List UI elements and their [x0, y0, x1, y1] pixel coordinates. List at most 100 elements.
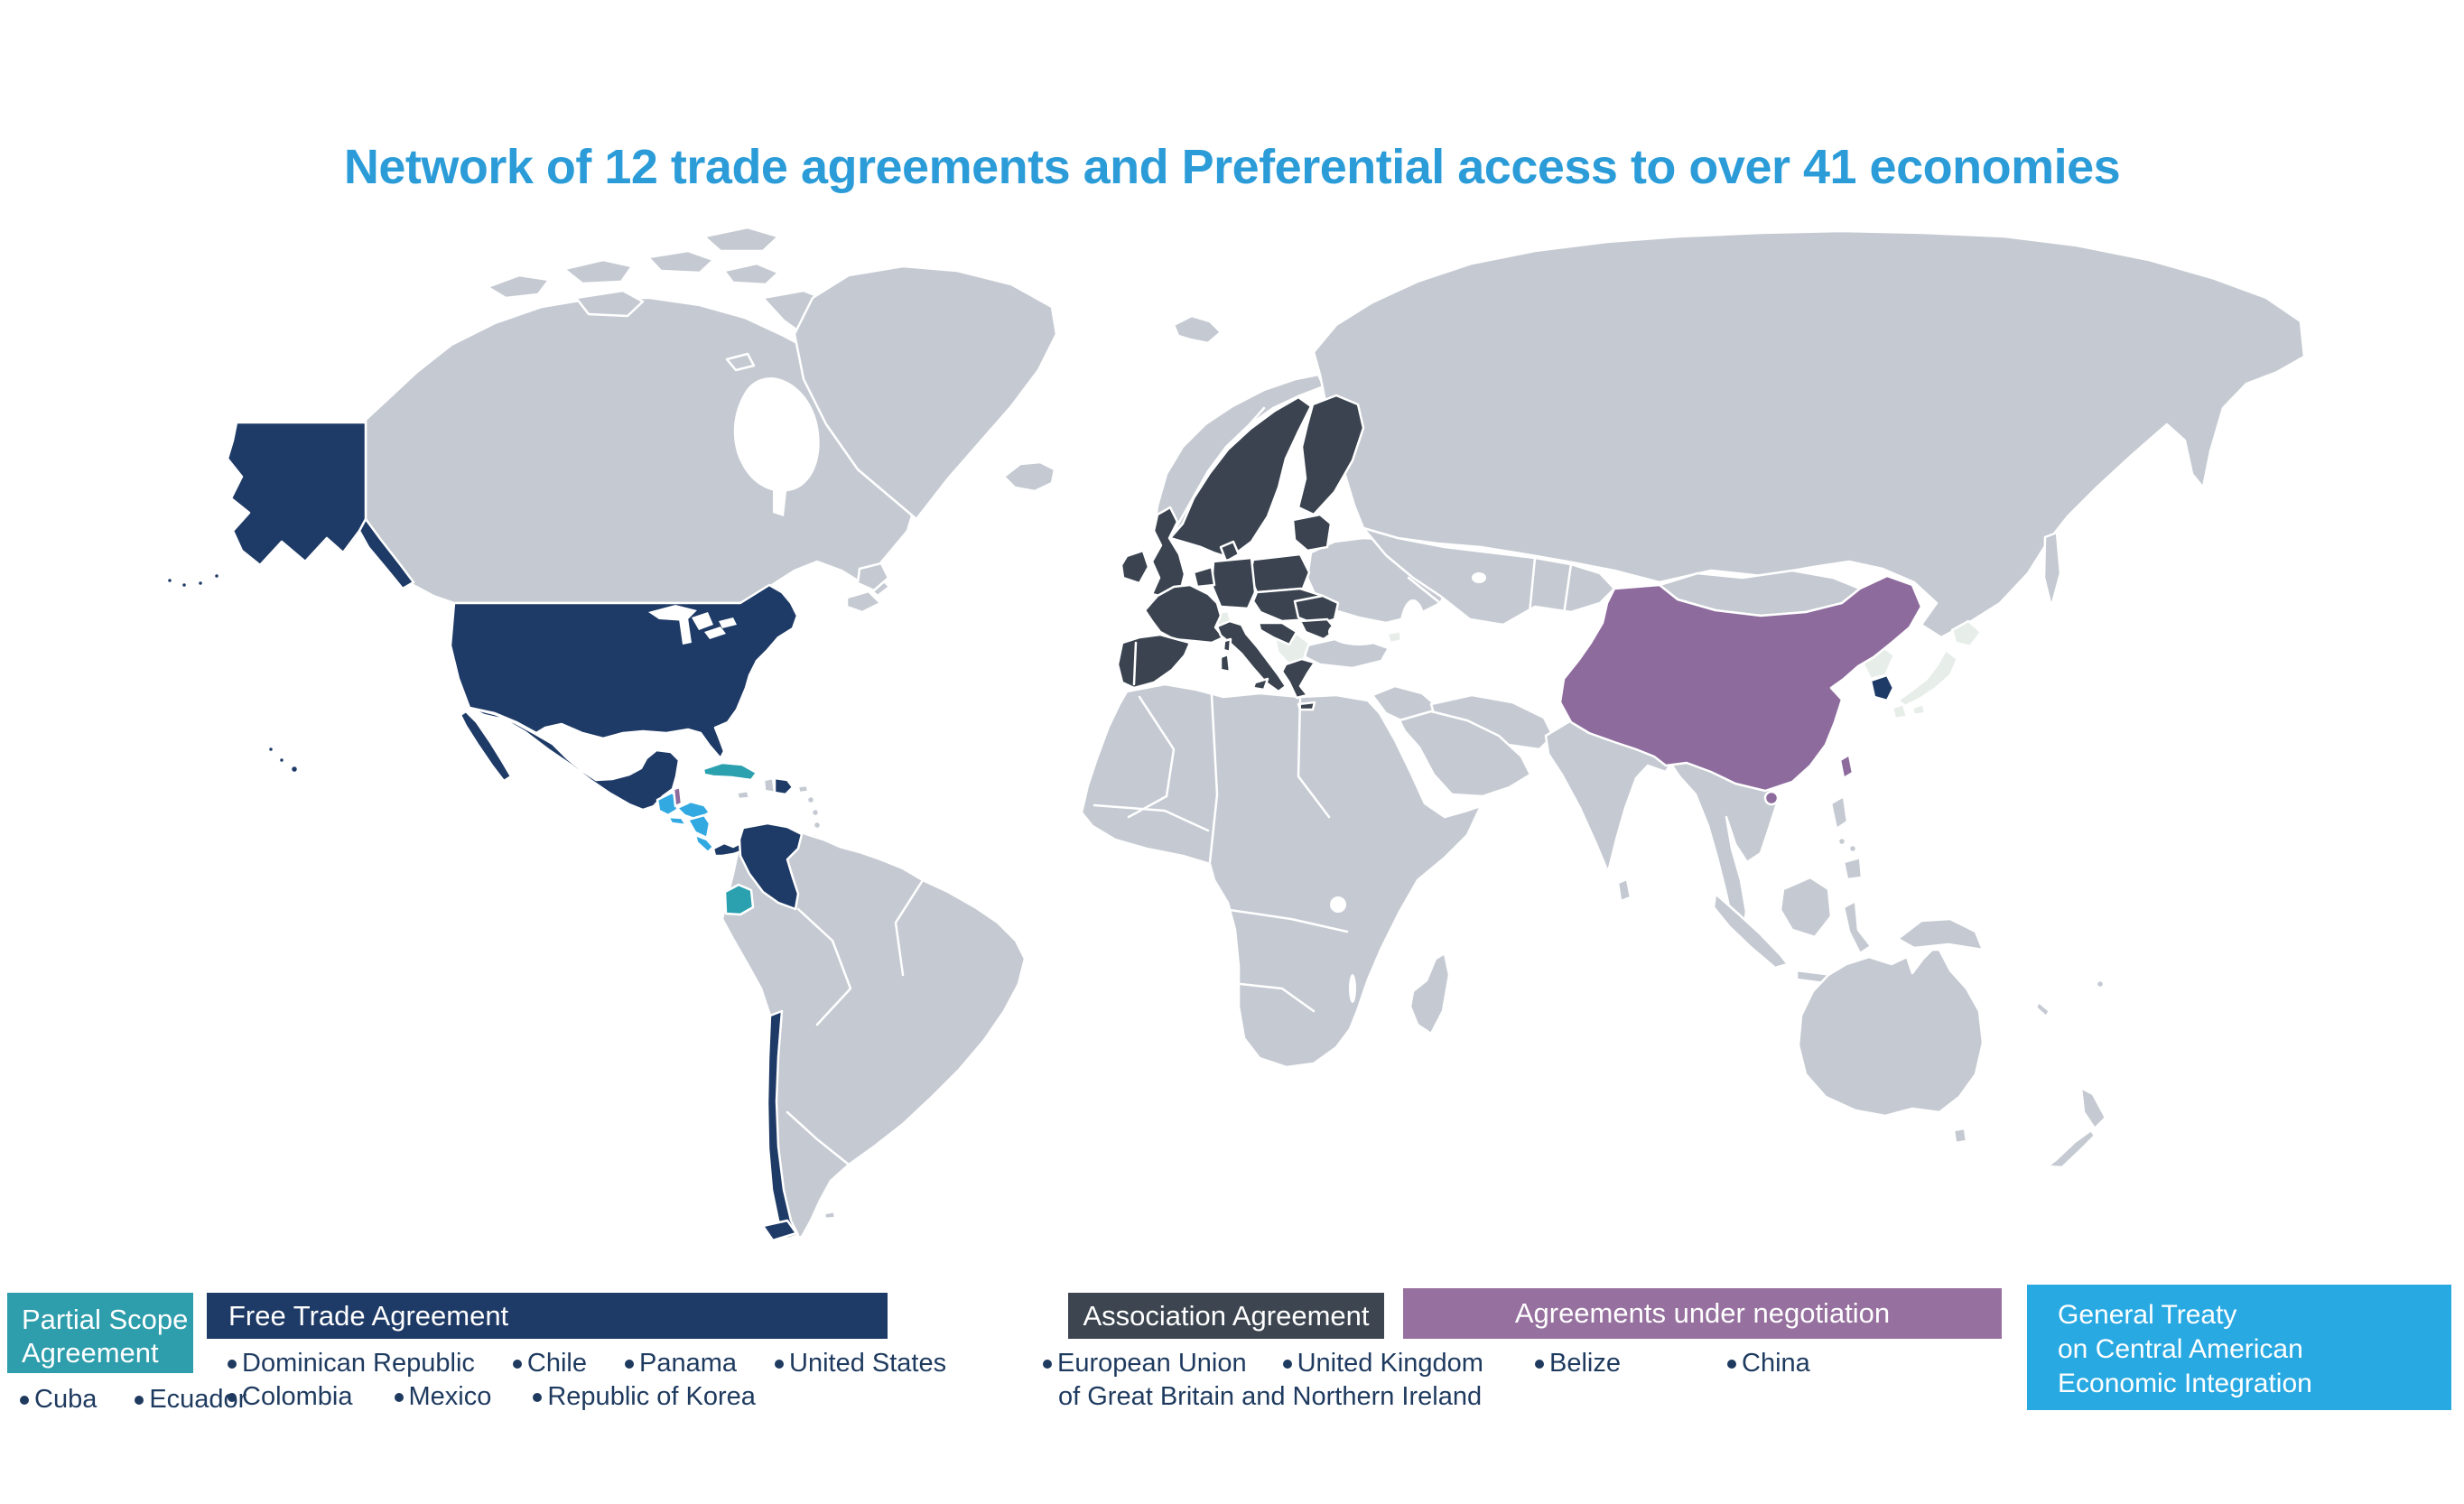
country-colombia — [738, 822, 804, 911]
country-puerto-rico — [796, 784, 810, 794]
list-item: Colombia — [228, 1382, 353, 1412]
new-zealand-north — [2079, 1086, 2107, 1130]
partial-scope-heading-line1: Partial Scope — [22, 1304, 189, 1335]
aleutian-1 — [212, 571, 221, 580]
south-america — [721, 822, 1027, 1240]
border-asia-2 — [1544, 562, 1573, 697]
nova-scotia — [845, 590, 882, 614]
slovenia-croatia — [1257, 621, 1298, 646]
benelux — [1192, 565, 1216, 589]
country-russia — [1312, 229, 2306, 639]
bullet-dot-icon — [1282, 1359, 1292, 1369]
country-china — [1558, 574, 1923, 793]
border-asia-1 — [1502, 556, 1537, 672]
country-greece — [1280, 657, 1316, 700]
country-madagascar — [1409, 952, 1451, 1035]
lake-malawi — [1349, 974, 1356, 1003]
item-label: United States — [789, 1349, 947, 1378]
japan-honshu — [1896, 648, 1959, 708]
item-label: Mexico — [408, 1382, 492, 1411]
bullet-dot-icon — [512, 1359, 522, 1369]
new-caledonia — [2034, 1000, 2051, 1018]
country-france — [1143, 583, 1225, 645]
country-guatemala — [656, 791, 679, 817]
item-label: Chile — [526, 1349, 587, 1378]
country-haiti — [762, 776, 776, 794]
arctic-island-1 — [486, 274, 551, 300]
country-italy — [1215, 619, 1288, 693]
bullet-dot-icon — [1535, 1359, 1544, 1369]
border-africa-2 — [1208, 693, 1219, 864]
hawaii-2 — [277, 756, 286, 765]
hawaii-3 — [289, 764, 300, 775]
border-africa-5 — [1228, 908, 1349, 933]
new-guinea — [1896, 917, 1985, 952]
philippines-visayas-2 — [1847, 843, 1858, 854]
border-southamerica-1 — [796, 907, 852, 1026]
hainan — [1763, 790, 1780, 806]
country-belize — [672, 785, 683, 808]
border-europe-1 — [1132, 641, 1138, 686]
country-nicaragua — [686, 813, 711, 840]
free-trade-agreement-box: Free Trade Agreement — [207, 1293, 888, 1339]
list-item: Cuba — [20, 1385, 97, 1415]
country-taiwan — [1838, 753, 1855, 780]
arctic-island-4 — [722, 262, 780, 286]
country-denmark — [1219, 540, 1241, 563]
svalbard — [1172, 314, 1223, 345]
japan-kyushu — [1891, 702, 1909, 720]
lake-michigan — [679, 617, 692, 645]
country-australia — [1797, 948, 1985, 1118]
bullet-dot-icon — [1727, 1359, 1736, 1369]
list-item: Republic of Korea — [533, 1382, 756, 1412]
black-sea — [1328, 618, 1390, 645]
caspian-sea — [1399, 599, 1427, 664]
list-item: China — [1727, 1349, 1810, 1379]
water-overlays — [648, 377, 1486, 1003]
james-bay — [773, 484, 787, 516]
border-southamerica-3 — [894, 878, 925, 977]
borneo — [1779, 876, 1833, 939]
general-treaty-line2: on Central American — [2058, 1334, 2303, 1364]
country-united-states — [449, 583, 799, 760]
general-treaty-box: General Treaty on Central American Econo… — [2027, 1285, 2451, 1410]
lake-erie — [704, 627, 726, 639]
antilles-3 — [812, 820, 823, 831]
item-label: European Union — [1057, 1349, 1247, 1378]
country-costa-rica — [693, 833, 715, 854]
alaska-panhandle — [358, 517, 415, 590]
africa — [1080, 682, 1483, 1069]
fiji — [2095, 979, 2106, 989]
bullet-dot-icon — [533, 1392, 543, 1402]
country-south-korea — [1869, 673, 1895, 702]
country-el-salvador — [666, 815, 688, 827]
agreements-under-negotiation-box: Agreements under negotiation — [1403, 1288, 2002, 1339]
bullet-dot-icon — [1043, 1359, 1052, 1369]
newfoundland — [856, 562, 890, 592]
philippines-mindanao — [1842, 856, 1864, 881]
sumatra — [1712, 892, 1790, 970]
hawaii-1 — [266, 745, 275, 754]
arctic-island-2 — [563, 258, 634, 285]
partial-scope-agreement-box: Partial Scope Agreement — [7, 1293, 193, 1373]
hudson-bay — [733, 377, 820, 492]
border-africa-3 — [1297, 695, 1331, 819]
base-landmasses — [364, 226, 2306, 1240]
item-label-continuation: of Great Britain and Northern Ireland — [1058, 1382, 1483, 1411]
baja-california — [459, 710, 513, 783]
sicily — [1251, 677, 1269, 692]
country-sri-lanka — [1616, 877, 1632, 903]
list-item: Panama — [625, 1349, 737, 1379]
country-iceland — [1002, 460, 1056, 493]
item-label: Belize — [1549, 1349, 1621, 1378]
list-item: European Union — [1043, 1349, 1247, 1379]
antilles-2 — [810, 807, 821, 818]
border-asia-3 — [1407, 576, 1442, 605]
country-jamaica — [735, 789, 751, 801]
list-item: Chile — [512, 1349, 587, 1379]
country-romania — [1293, 594, 1340, 627]
list-item: United Kingdom — [1282, 1349, 1483, 1379]
lake-ontario — [719, 617, 737, 628]
border-africa-6 — [1239, 982, 1316, 1013]
